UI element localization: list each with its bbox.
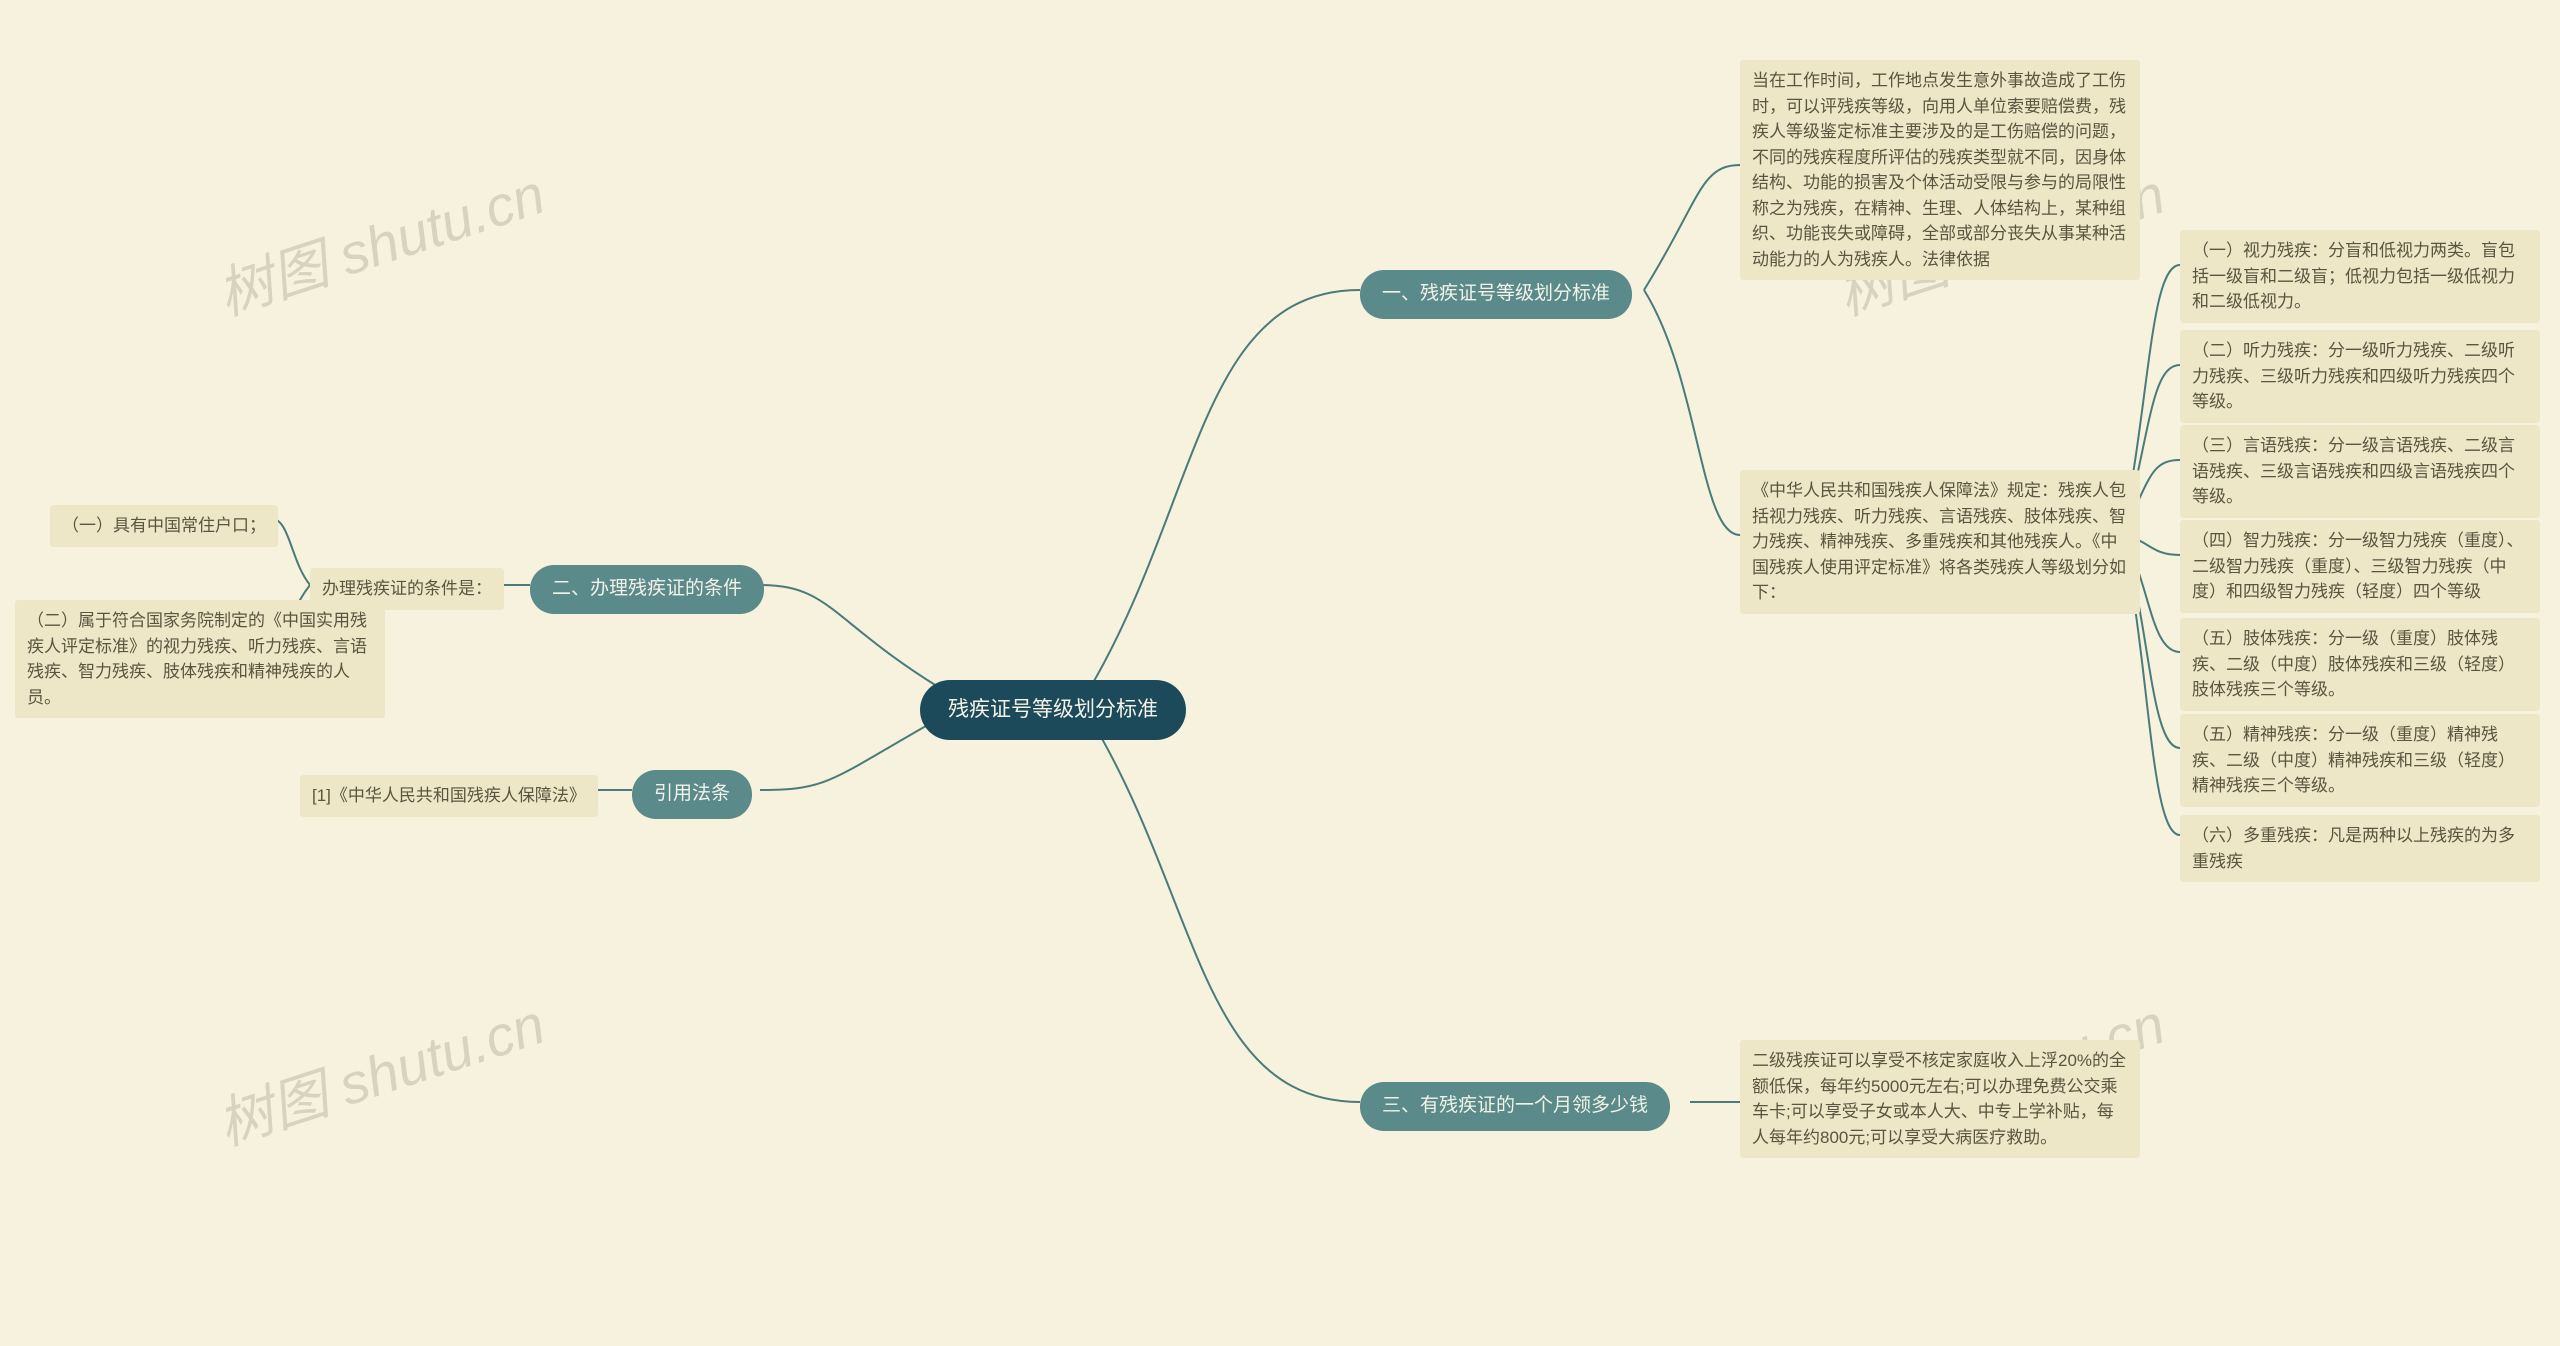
leaf-1-2-4: （四）智力残疾：分一级智力残疾（重度）、二级智力残疾（重度）、三级智力残疾（中度… xyxy=(2180,520,2540,613)
branch-1[interactable]: 一、残疾证号等级划分标准 xyxy=(1360,270,1632,319)
leaf-2-1-1: （一）具有中国常住户口； xyxy=(50,505,278,547)
leaf-1-2-5: （五）肢体残疾：分一级（重度）肢体残疾、二级（中度）肢体残疾和三级（轻度）肢体残… xyxy=(2180,618,2540,711)
leaf-1-2-6: （五）精神残疾：分一级（重度）精神残疾、二级（中度）精神残疾和三级（轻度）精神残… xyxy=(2180,714,2540,807)
leaf-3-1: 二级残疾证可以享受不核定家庭收入上浮20%的全额低保，每年约5000元左右;可以… xyxy=(1740,1040,2140,1158)
branch-4[interactable]: 引用法条 xyxy=(632,770,752,819)
branch-3[interactable]: 三、有残疾证的一个月领多少钱 xyxy=(1360,1082,1670,1131)
leaf-1-2-1: （一）视力残疾：分盲和低视力两类。盲包括一级盲和二级盲；低视力包括一级低视力和二… xyxy=(2180,230,2540,323)
watermark: 树图 shutu.cn xyxy=(206,150,554,332)
root-node[interactable]: 残疾证号等级划分标准 xyxy=(920,680,1186,740)
watermark: 树图 shutu.cn xyxy=(206,980,554,1162)
leaf-1-2: 《中华人民共和国残疾人保障法》规定：残疾人包括视力残疾、听力残疾、言语残疾、肢体… xyxy=(1740,470,2140,614)
leaf-1-2-2: （二）听力残疾：分一级听力残疾、二级听力残疾、三级听力残疾和四级听力残疾四个等级… xyxy=(2180,330,2540,423)
leaf-1-2-3: （三）言语残疾：分一级言语残疾、二级言语残疾、三级言语残疾和四级言语残疾四个等级… xyxy=(2180,425,2540,518)
branch-2[interactable]: 二、办理残疾证的条件 xyxy=(530,565,764,614)
leaf-4-1: [1]《中华人民共和国残疾人保障法》 xyxy=(300,775,598,817)
leaf-1-2-7: （六）多重残疾：凡是两种以上残疾的为多重残疾 xyxy=(2180,815,2540,882)
leaf-1-1: 当在工作时间，工作地点发生意外事故造成了工伤时，可以评残疾等级，向用人单位索要赔… xyxy=(1740,60,2140,280)
leaf-2-1-2: （二）属于符合国家务院制定的《中国实用残疾人评定标准》的视力残疾、听力残疾、言语… xyxy=(15,600,385,718)
